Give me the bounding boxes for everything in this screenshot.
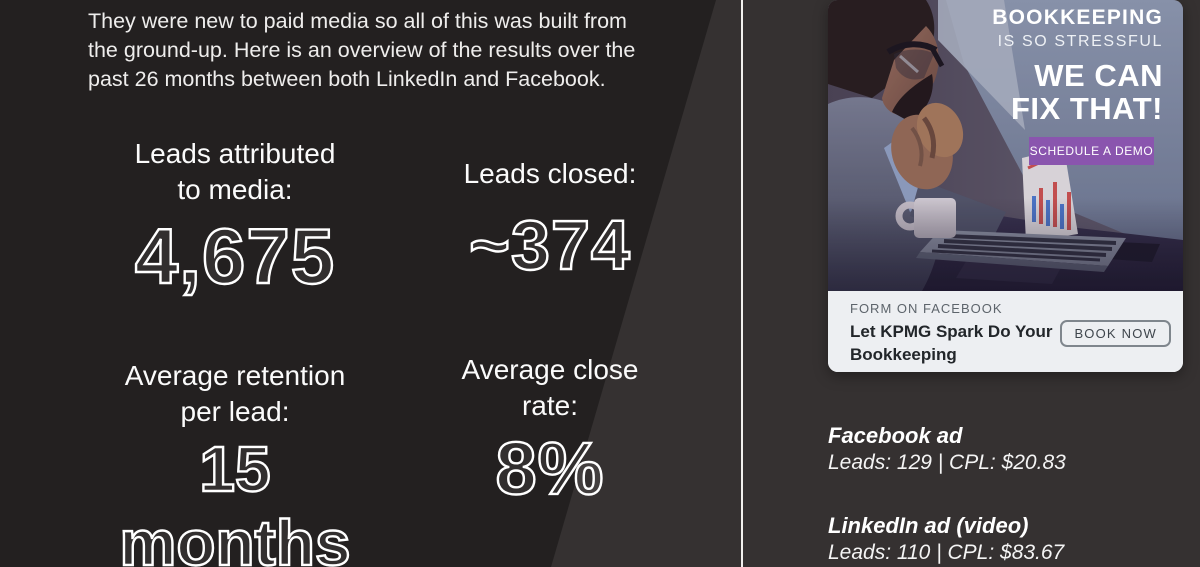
intro-line: past 26 months between both LinkedIn and…	[88, 67, 606, 91]
stat-label: Average close rate:	[420, 352, 680, 424]
book-now-button[interactable]: BOOK NOW	[1060, 320, 1171, 347]
stat-average-close-rate: Average close rate: 8%	[420, 352, 680, 511]
ad-headline-big-line1: WE CAN	[1034, 58, 1163, 93]
stat-label-line: Average close	[461, 354, 639, 385]
panel-divider	[741, 0, 743, 567]
ad-title-line: Let KPMG Spark Do Your	[850, 322, 1053, 341]
ad-headline: BOOKKEEPING IS SO STRESSFUL WE CAN FIX T…	[992, 6, 1163, 125]
intro-line: the ground-up. Here is an overview of th…	[88, 38, 636, 62]
stat-label-line: rate:	[521, 390, 579, 421]
stat-label: Average retention per lead:	[75, 358, 395, 430]
ad-headline-sub: IS SO STRESSFUL	[997, 33, 1163, 50]
result-name: Facebook ad	[828, 423, 963, 448]
intro-line: They were new to paid media so all of th…	[88, 9, 627, 33]
stat-label-line: Leads closed:	[463, 158, 637, 189]
stat-label-line: to media:	[177, 174, 293, 205]
intro-text: They were new to paid media so all of th…	[88, 7, 635, 94]
schedule-demo-button[interactable]: SCHEDULE A DEMO	[1029, 137, 1154, 165]
result-detail: Leads: 129 | CPL: $20.83	[828, 451, 1066, 474]
stat-label-line: Average retention	[124, 360, 346, 391]
result-linkedin-ad: LinkedIn ad (video) Leads: 110 | CPL: $8…	[828, 512, 1064, 566]
stat-value: 8%	[494, 426, 605, 510]
ad-title-line: Bookkeeping	[850, 345, 957, 364]
form-context-label: FORM ON FACEBOOK	[850, 301, 1003, 316]
result-name: LinkedIn ad (video)	[828, 513, 1029, 538]
stat-value: ~374	[468, 205, 631, 285]
stat-average-retention: Average retention per lead: 15 months	[75, 358, 395, 567]
stat-label: Leads attributed to media:	[85, 136, 385, 208]
stat-label-line: Leads attributed	[134, 138, 336, 169]
result-facebook-ad: Facebook ad Leads: 129 | CPL: $20.83	[828, 422, 1066, 476]
ad-headline-big-line2: FIX THAT!	[1010, 91, 1163, 126]
ad-headline-small: BOOKKEEPING	[992, 6, 1163, 29]
stat-value: 15 months	[118, 432, 351, 567]
stat-leads-closed: Leads closed: ~374	[420, 156, 680, 285]
ad-title: Let KPMG Spark Do Your Bookkeeping	[850, 320, 1183, 366]
ad-photo: BOOKKEEPING IS SO STRESSFUL WE CAN FIX T…	[828, 0, 1183, 291]
ad-card-footer: FORM ON FACEBOOK Let KPMG Spark Do Your …	[828, 291, 1183, 372]
stat-label-line: per lead:	[180, 396, 290, 427]
stat-label: Leads closed:	[420, 156, 680, 192]
stat-value: 4,675	[134, 212, 336, 300]
stat-leads-attributed: Leads attributed to media: 4,675	[85, 136, 385, 300]
facebook-ad-card: BOOKKEEPING IS SO STRESSFUL WE CAN FIX T…	[828, 0, 1183, 372]
result-detail: Leads: 110 | CPL: $83.67	[828, 541, 1065, 564]
